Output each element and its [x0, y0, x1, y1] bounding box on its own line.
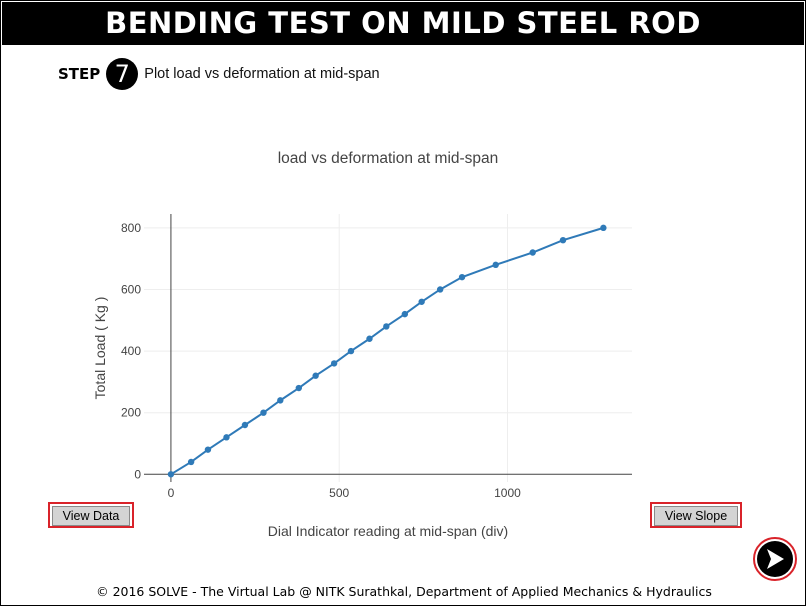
- data-point: [347, 347, 355, 355]
- data-point: [418, 298, 425, 305]
- y-tick-label: 800: [121, 221, 141, 235]
- chart-x-axis-label: Dial Indicator reading at mid-span (div): [268, 523, 508, 539]
- step-header: STEP 7 Plot load vs deformation at mid-s…: [58, 58, 380, 90]
- chart-tick-labels: 0 200 400 600 800 0 500 1000: [121, 221, 521, 500]
- chart-y-axis-label: Total Load ( Kg ): [92, 297, 108, 400]
- data-point: [167, 471, 175, 478]
- data-point: [187, 458, 195, 466]
- data-point: [241, 421, 249, 429]
- data-point: [492, 261, 499, 269]
- data-point: [312, 372, 319, 379]
- view-slope-button-frame: View Slope: [650, 502, 742, 528]
- data-point: [383, 323, 390, 330]
- data-point: [277, 397, 284, 404]
- data-point: [529, 249, 536, 256]
- data-point: [260, 409, 267, 416]
- data-point: [366, 335, 373, 342]
- data-point: [458, 273, 466, 281]
- next-arrow-icon: [757, 541, 793, 577]
- x-tick-label: 500: [329, 486, 349, 500]
- x-tick-label: 1000: [494, 486, 521, 500]
- step-number-badge: 7: [106, 58, 139, 90]
- view-slope-button[interactable]: View Slope: [654, 506, 738, 526]
- y-tick-label: 0: [134, 467, 141, 481]
- y-tick-label: 400: [121, 344, 141, 358]
- x-tick-label: 0: [168, 486, 175, 500]
- chart-title: load vs deformation at mid-span: [278, 150, 499, 167]
- chart-axes: [144, 214, 632, 482]
- data-point: [223, 434, 230, 441]
- chart-series: [167, 224, 607, 478]
- step-label: STEP: [58, 65, 101, 83]
- data-point: [330, 360, 338, 367]
- page-title: BENDING TEST ON MILD STEEL ROD: [2, 2, 804, 45]
- next-button[interactable]: [753, 537, 797, 581]
- data-point: [204, 446, 212, 453]
- data-point: [436, 286, 444, 293]
- step-instruction: Plot load vs deformation at mid-span: [144, 66, 380, 82]
- data-point: [600, 224, 607, 232]
- footer-copyright: © 2016 SOLVE - The Virtual Lab @ NITK Su…: [96, 584, 712, 599]
- data-point: [295, 384, 303, 392]
- y-tick-label: 600: [121, 282, 141, 296]
- view-data-button[interactable]: View Data: [52, 506, 130, 526]
- y-tick-label: 200: [121, 406, 141, 420]
- data-point: [401, 310, 409, 318]
- chart-grid: [144, 214, 632, 482]
- data-point: [559, 236, 567, 244]
- view-data-button-frame: View Data: [48, 502, 134, 528]
